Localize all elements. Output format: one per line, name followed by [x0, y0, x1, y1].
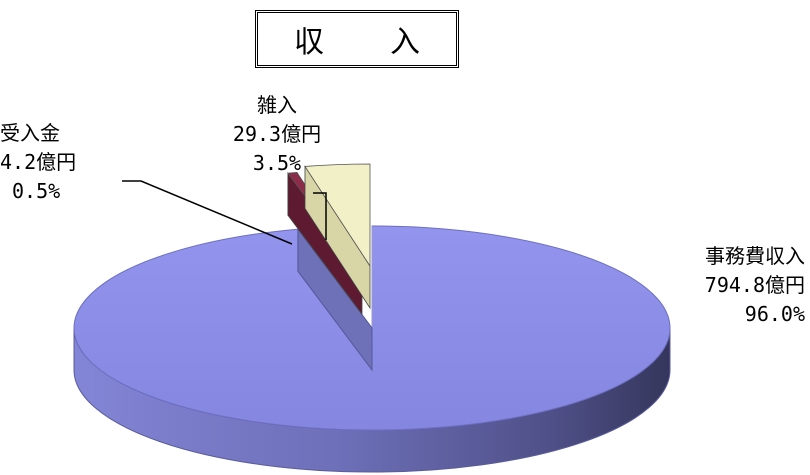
leader-line-ukeirekin	[122, 180, 293, 245]
leader-line-zatsunyu	[313, 192, 327, 240]
label-jimuhi: 事務費収入 794.8億円 96.0%	[655, 242, 805, 329]
chart-title-box: 収 入	[255, 10, 459, 68]
slice-zatsunyu-top	[304, 163, 371, 268]
label-ukeirekin-name: 受入金	[0, 121, 60, 145]
label-zatsunyu: 雑入 29.3億円 3.5%	[222, 91, 332, 178]
label-jimuhi-amount: 794.8億円	[704, 273, 805, 297]
label-jimuhi-percent: 96.0%	[744, 302, 805, 326]
chart-title: 収 入	[294, 25, 438, 60]
label-zatsunyu-percent: 3.5%	[252, 151, 302, 175]
label-ukeirekin-percent: 0.5%	[12, 179, 61, 203]
slice-jimuhi-cut-wall-2	[297, 227, 373, 372]
label-ukeirekin-amount: 4.2億円	[0, 150, 77, 174]
label-zatsunyu-amount: 29.3億円	[232, 122, 322, 146]
label-zatsunyu-name: 雑入	[257, 93, 297, 117]
label-jimuhi-name: 事務費収入	[705, 244, 805, 268]
label-ukeirekin: 受入金 4.2億円 0.5%	[0, 119, 76, 206]
